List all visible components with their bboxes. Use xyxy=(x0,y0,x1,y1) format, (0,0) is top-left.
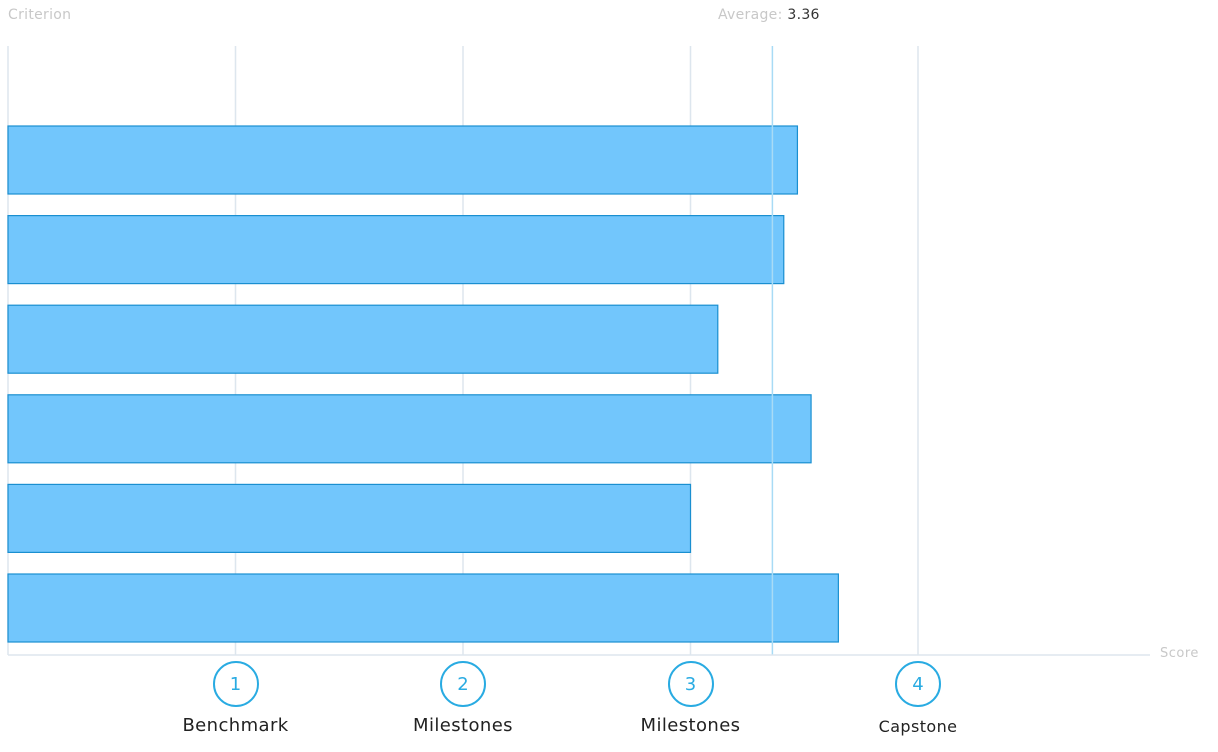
average-label: Average: xyxy=(718,7,783,23)
level-1-badge: 1 xyxy=(212,661,259,707)
bar-5[interactable] xyxy=(7,483,692,553)
level-4-badge: 4 xyxy=(895,661,941,707)
bar-3[interactable] xyxy=(7,304,719,374)
level-1[interactable]: 1 Benchmark xyxy=(166,661,306,736)
level-4[interactable]: 4 Capstone xyxy=(848,661,988,736)
bar-4[interactable] xyxy=(7,394,812,464)
level-3-badge: 3 xyxy=(667,661,714,707)
criterion-score-chart xyxy=(7,46,1150,656)
level-1-name: Benchmark xyxy=(182,715,289,736)
average-value: 3.36 xyxy=(787,7,820,23)
bars xyxy=(7,125,839,643)
score-axis-label: Score xyxy=(1160,646,1199,661)
level-3[interactable]: 3 Milestones xyxy=(621,661,761,736)
level-2[interactable]: 2 Milestones xyxy=(393,661,533,736)
average-readout: Average: 3.36 xyxy=(718,7,820,23)
bar-6[interactable] xyxy=(7,573,839,643)
level-4-name: Capstone xyxy=(878,717,958,736)
bar-2[interactable] xyxy=(7,215,785,285)
criterion-axis-label: Criterion xyxy=(8,7,72,23)
bar-1[interactable] xyxy=(7,125,799,195)
level-2-badge: 2 xyxy=(440,661,486,707)
level-3-name: Milestones xyxy=(640,715,741,736)
level-2-name: Milestones xyxy=(413,715,513,736)
